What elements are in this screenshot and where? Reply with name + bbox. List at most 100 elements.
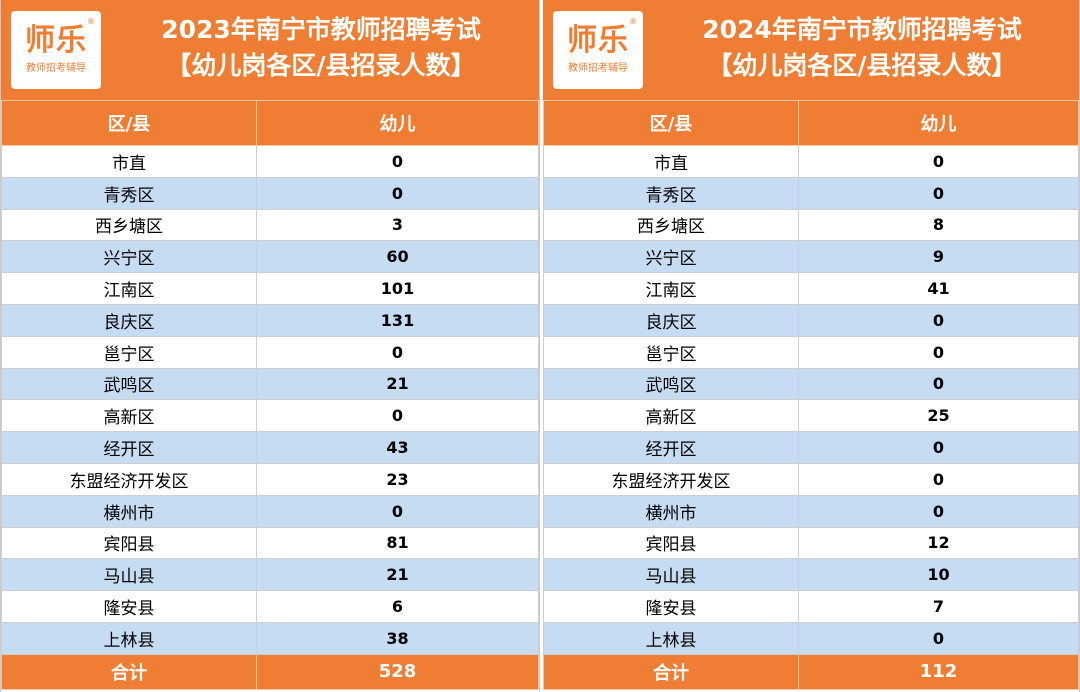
table-body: 市直 0 青秀区 0 西乡塘区 8 兴宁区 9 江南区 41 良庆区 0 邕宁区 0 武鸣区 0 高新区 25 经开… <box>543 145 1079 690</box>
count-cell: 25 <box>798 399 1079 433</box>
district-cell: 兴宁区 <box>1 240 257 274</box>
total-row: 合计 112 <box>543 653 1079 690</box>
district-cell: 马山县 <box>1 558 257 592</box>
district-cell: 宾阳县 <box>1 526 257 560</box>
count-cell: 0 <box>798 335 1079 369</box>
district-cell: 上林县 <box>543 621 799 655</box>
count-cell: 131 <box>256 303 539 337</box>
registered-mark: ® <box>87 17 95 26</box>
table-row: 宾阳县 81 <box>1 526 539 560</box>
table-row: 横州市 0 <box>543 494 1079 528</box>
table-row: 青秀区 0 <box>1 176 539 210</box>
column-header-district: 区/县 <box>1 100 257 146</box>
district-cell: 西乡塘区 <box>543 208 799 242</box>
count-cell: 3 <box>256 208 539 242</box>
district-cell: 西乡塘区 <box>1 208 257 242</box>
total-label: 合计 <box>1 653 257 690</box>
table-row: 东盟经济开发区 0 <box>543 462 1079 496</box>
district-cell: 宾阳县 <box>543 526 799 560</box>
table-row: 邕宁区 0 <box>543 335 1079 369</box>
count-cell: 0 <box>798 303 1079 337</box>
count-cell: 0 <box>798 462 1079 496</box>
table-row: 上林县 0 <box>543 621 1079 655</box>
header-row: 区/县 幼儿 <box>543 100 1079 146</box>
district-cell: 青秀区 <box>1 176 257 210</box>
table-row: 东盟经济开发区 23 <box>1 462 539 496</box>
count-cell: 0 <box>256 494 539 528</box>
count-cell: 21 <box>256 558 539 592</box>
count-cell: 0 <box>798 367 1079 401</box>
banner: ® 师乐 教师招考辅导 2023年南宁市教师招聘考试 【幼儿岗各区/县招录人数】 <box>1 0 539 100</box>
total-value: 528 <box>256 653 539 690</box>
table-row: 宾阳县 12 <box>543 526 1079 560</box>
table-row: 兴宁区 60 <box>1 240 539 274</box>
logo-text: 师乐 <box>567 23 629 58</box>
table-row: 隆安县 7 <box>543 590 1079 623</box>
table-row: 西乡塘区 8 <box>543 208 1079 242</box>
district-cell: 高新区 <box>543 399 799 433</box>
table-row: 市直 0 <box>1 145 539 178</box>
panel-2024: ® 师乐 教师招考辅导 2024年南宁市教师招聘考试 【幼儿岗各区/县招录人数】… <box>540 0 1080 692</box>
table-row: 上林县 38 <box>1 621 539 655</box>
total-label: 合计 <box>543 653 799 690</box>
count-cell: 0 <box>798 431 1079 464</box>
district-cell: 东盟经济开发区 <box>543 462 799 496</box>
table-row: 经开区 43 <box>1 431 539 464</box>
district-cell: 良庆区 <box>543 303 799 337</box>
count-cell: 0 <box>256 335 539 369</box>
column-header-district: 区/县 <box>543 100 799 146</box>
table-row: 江南区 101 <box>1 272 539 305</box>
district-cell: 隆安县 <box>1 590 257 623</box>
count-cell: 41 <box>798 272 1079 305</box>
banner-titles: 2023年南宁市教师招聘考试 【幼儿岗各区/县招录人数】 <box>111 12 531 84</box>
count-cell: 38 <box>256 621 539 655</box>
count-cell: 0 <box>798 145 1079 178</box>
table-row: 兴宁区 9 <box>543 240 1079 274</box>
count-cell: 23 <box>256 462 539 496</box>
district-cell: 市直 <box>543 145 799 178</box>
district-cell: 上林县 <box>1 621 257 655</box>
panel-2023: ® 师乐 教师招考辅导 2023年南宁市教师招聘考试 【幼儿岗各区/县招录人数】… <box>0 0 540 692</box>
district-cell: 江南区 <box>1 272 257 305</box>
table-row: 马山县 21 <box>1 558 539 592</box>
table-row: 邕宁区 0 <box>1 335 539 369</box>
table-row: 良庆区 0 <box>543 303 1079 337</box>
count-cell: 7 <box>798 590 1079 623</box>
table-row: 武鸣区 21 <box>1 367 539 401</box>
count-cell: 0 <box>798 176 1079 210</box>
table-row: 武鸣区 0 <box>543 367 1079 401</box>
district-cell: 武鸣区 <box>543 367 799 401</box>
column-header-preschool: 幼儿 <box>798 100 1079 146</box>
title-line-1: 2023年南宁市教师招聘考试 <box>161 15 481 44</box>
district-cell: 青秀区 <box>543 176 799 210</box>
registered-mark: ® <box>629 17 637 26</box>
table-row: 西乡塘区 3 <box>1 208 539 242</box>
district-cell: 邕宁区 <box>543 335 799 369</box>
title-line-2: 【幼儿岗各区/县招录人数】 <box>166 51 476 80</box>
district-cell: 横州市 <box>1 494 257 528</box>
district-cell: 马山县 <box>543 558 799 592</box>
count-cell: 21 <box>256 367 539 401</box>
table-row: 马山县 10 <box>543 558 1079 592</box>
count-cell: 43 <box>256 431 539 464</box>
count-cell: 101 <box>256 272 539 305</box>
district-cell: 良庆区 <box>1 303 257 337</box>
district-cell: 东盟经济开发区 <box>1 462 257 496</box>
total-row: 合计 528 <box>1 653 539 690</box>
count-cell: 0 <box>798 494 1079 528</box>
title-line-1: 2024年南宁市教师招聘考试 <box>702 15 1022 44</box>
table-row: 青秀区 0 <box>543 176 1079 210</box>
count-cell: 6 <box>256 590 539 623</box>
table-row: 良庆区 131 <box>1 303 539 337</box>
district-cell: 经开区 <box>543 431 799 464</box>
district-cell: 武鸣区 <box>1 367 257 401</box>
count-cell: 12 <box>798 526 1079 560</box>
count-cell: 10 <box>798 558 1079 592</box>
district-cell: 经开区 <box>1 431 257 464</box>
district-cell: 高新区 <box>1 399 257 433</box>
table-row: 市直 0 <box>543 145 1079 178</box>
district-cell: 横州市 <box>543 494 799 528</box>
table-row: 高新区 0 <box>1 399 539 433</box>
total-value: 112 <box>798 653 1079 690</box>
